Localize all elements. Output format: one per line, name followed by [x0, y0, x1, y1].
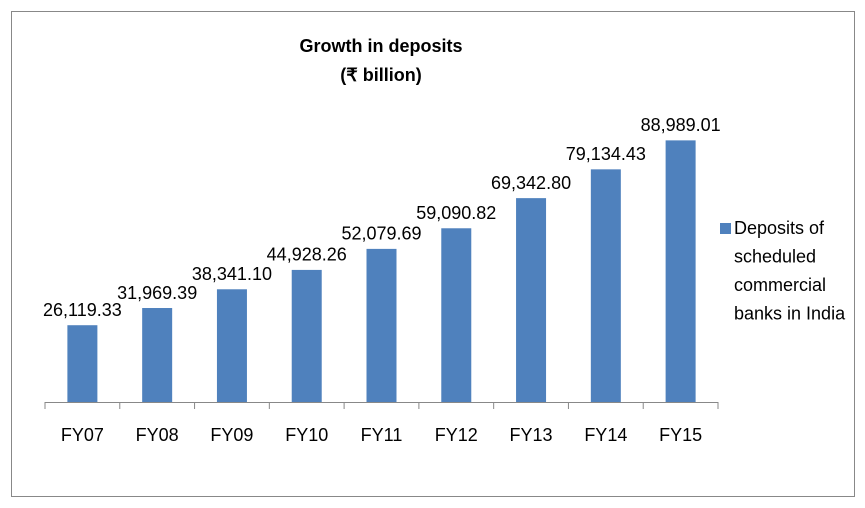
x-tick-label: FY11	[361, 425, 403, 445]
value-label: 88,989.01	[641, 115, 721, 135]
chart-subtitle: (₹ billion)	[340, 65, 421, 85]
value-label: 44,928.26	[267, 245, 347, 265]
legend-swatch	[720, 223, 731, 234]
bar	[441, 228, 472, 402]
value-label: 52,079.69	[341, 224, 421, 244]
x-tick-label: FY15	[659, 425, 702, 445]
value-label: 38,341.10	[192, 264, 272, 284]
x-tick-label: FY13	[510, 425, 553, 445]
x-tick-label: FY10	[285, 425, 328, 445]
x-tick-label: FY14	[584, 425, 627, 445]
value-label: 26,119.33	[43, 300, 122, 320]
bar	[516, 198, 547, 402]
value-label: 69,342.80	[491, 173, 571, 193]
chart-title: Growth in deposits	[299, 36, 462, 56]
x-tick-label: FY08	[136, 425, 179, 445]
bar	[291, 269, 322, 402]
x-tick-label: FY07	[61, 425, 104, 445]
legend-label: Deposits of scheduled commercial banks in I…	[734, 218, 846, 324]
bar	[142, 308, 173, 402]
chart-frame	[11, 11, 855, 497]
bar	[665, 140, 696, 402]
x-tick-label: FY09	[210, 425, 253, 445]
bar	[67, 325, 98, 402]
value-label: 59,090.82	[416, 203, 496, 223]
bar	[590, 169, 621, 402]
x-tick-label: FY12	[435, 425, 478, 445]
value-label: 31,969.39	[117, 283, 197, 303]
bar	[216, 289, 247, 402]
value-label: 79,134.43	[566, 144, 646, 164]
bar	[366, 248, 397, 402]
